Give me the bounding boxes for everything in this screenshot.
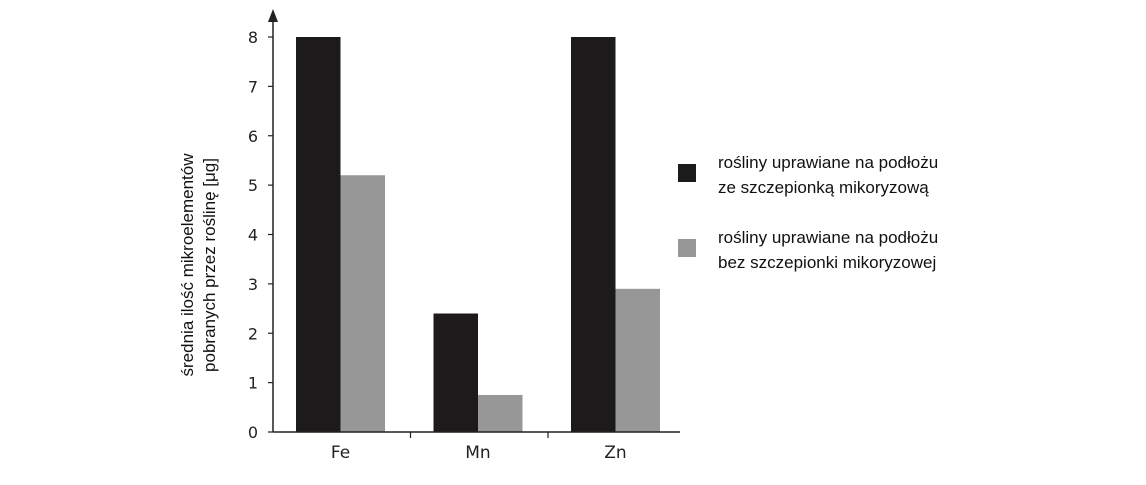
y-tick-label: 7 — [248, 77, 258, 96]
axes-group: 0 1 2 3 4 5 6 7 8 Fe Mn Zn — [248, 9, 680, 463]
bar-zn-series-1 — [571, 37, 616, 432]
y-tick-label: 3 — [248, 275, 258, 294]
bars-group — [296, 37, 660, 432]
bar-mn-series-2 — [478, 394, 523, 432]
x-tick-label: Fe — [331, 443, 350, 463]
legend-label-line: rośliny uprawiane na podłożu — [718, 228, 939, 247]
y-axis-label: średnia ilość mikroelementów pobranych p… — [178, 153, 219, 377]
legend-item-with-inoculum: rośliny uprawiane na podłożu ze szczepio… — [678, 150, 1098, 200]
y-axis-arrow-icon — [268, 9, 278, 22]
legend-swatch-dark — [678, 164, 696, 182]
legend-item-without-inoculum: rośliny uprawiane na podłożu bez szczepi… — [678, 225, 1098, 275]
bar-mn-series-1 — [433, 313, 478, 432]
legend-label-line: ze szczepionką mikoryzową — [718, 178, 929, 197]
legend-label: rośliny uprawiane na podłożu ze szczepio… — [718, 150, 938, 200]
y-axis-label-line-2: pobranych przez roślinę [μg] — [200, 158, 219, 372]
legend-swatch-gray — [678, 239, 696, 257]
y-tick-label: 4 — [248, 226, 258, 245]
y-tick-label: 2 — [248, 324, 258, 343]
y-tick-label: 1 — [248, 374, 258, 393]
bar-fe-series-2 — [340, 175, 385, 432]
bar-fe-series-1 — [296, 37, 341, 432]
x-tick-label: Mn — [465, 443, 490, 463]
bar-zn-series-2 — [615, 288, 660, 432]
y-tick-label: 0 — [248, 423, 258, 442]
legend-label: rośliny uprawiane na podłożu bez szczepi… — [718, 225, 938, 275]
y-axis-label-line-1: średnia ilość mikroelementów — [178, 153, 197, 377]
legend-label-line: rośliny uprawiane na podłożu — [718, 153, 939, 172]
x-tick-label: Zn — [604, 443, 626, 463]
y-tick-label: 5 — [248, 176, 258, 195]
y-tick-label: 8 — [248, 28, 258, 47]
legend-label-line: bez szczepionki mikoryzowej — [718, 253, 937, 272]
legend: rośliny uprawiane na podłożu ze szczepio… — [678, 150, 1098, 300]
y-tick-label: 6 — [248, 127, 258, 146]
